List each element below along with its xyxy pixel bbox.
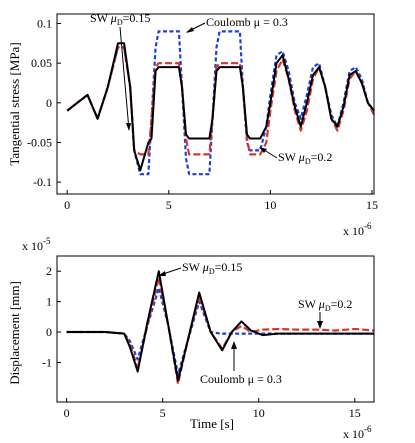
- series-line-3: [66, 270, 374, 382]
- x-tick-label: 15: [366, 198, 378, 212]
- x-ticks: 0 5 10 15: [64, 190, 378, 212]
- y-tick-label: 0: [46, 96, 52, 110]
- svg-text:SW μD=0.2: SW μD=0.2: [278, 150, 332, 166]
- x-tick-label: 0: [64, 198, 70, 212]
- plot-frame: [56, 255, 375, 403]
- x-multiplier-exp: -6: [364, 221, 372, 231]
- svg-text:Coulomb μ = 0.3: Coulomb μ = 0.3: [206, 15, 288, 29]
- x-tick-label: 10: [253, 406, 265, 420]
- x-multiplier: x 10-6: [343, 221, 372, 238]
- y-tick-label: 1: [46, 295, 52, 309]
- x-axis-label: Time [s]: [190, 416, 234, 431]
- svg-text:Coulomb μ = 0.3: Coulomb μ = 0.3: [200, 372, 282, 386]
- x-tick-label: 10: [264, 198, 276, 212]
- annotation-sw-02: SW μD=0.2: [259, 147, 332, 166]
- x-tick-label: 0: [64, 406, 70, 420]
- x-ticks: 0 5 10 15: [64, 398, 361, 420]
- svg-text:SW μD=0.2: SW μD=0.2: [298, 297, 352, 313]
- annotation-arrowhead: [158, 271, 166, 276]
- annotation-coulomb: Coulomb μ = 0.3: [186, 15, 288, 33]
- annotation-sw-015: SW μD=0.15: [90, 11, 150, 131]
- series-lines: [66, 270, 375, 385]
- annotation-sw-015: SW μD=0.15: [158, 260, 242, 276]
- annotation-arrowhead: [317, 321, 323, 329]
- y-axis-label: Displacement [mm]: [7, 281, 22, 385]
- svg-text:SW μD=0.15: SW μD=0.15: [90, 11, 150, 27]
- x-multiplier-exp: -6: [364, 424, 372, 434]
- y-tick-label: 0: [46, 325, 52, 339]
- x-tick-label: 5: [160, 406, 166, 420]
- y-ticks: 0.1 0.05 0 -0.05 -0.1: [27, 17, 61, 189]
- y-tick-label: -0.1: [33, 175, 52, 189]
- plot-frame: [56, 13, 375, 195]
- series-lines: [66, 30, 375, 176]
- chart-displacement: 210-1 0 5 10 15 Displacement [mm] Time [s] …: [7, 236, 375, 441]
- annotation-arrowhead: [259, 147, 267, 153]
- series-line-1: [66, 286, 374, 376]
- x-tick-label: 5: [166, 198, 172, 212]
- series-line-3: [66, 42, 375, 172]
- annotation-arrowhead: [186, 27, 194, 33]
- y-ticks: 2 1 0 -1: [42, 264, 61, 369]
- y-tick-label: -1: [42, 355, 52, 369]
- x-tick-label: 15: [349, 406, 361, 420]
- series-line-2: [66, 276, 375, 385]
- annotation-arrowhead: [126, 123, 131, 131]
- annotation-arrowhead: [231, 341, 237, 349]
- chart-tangential-stress: 0.1 0.05 0 -0.05 -0.1 0 5 10 15 Tangential stre…: [7, 11, 378, 238]
- y-tick-label: 0.1: [37, 17, 52, 31]
- y-tick-label: 2: [46, 264, 52, 278]
- y-multiplier-exp: -5: [43, 236, 51, 246]
- annotation-arrow: [119, 26, 130, 131]
- svg-text:SW μD=0.15: SW μD=0.15: [182, 260, 242, 276]
- y-axis-label: Tangential stress [MPa]: [7, 42, 22, 165]
- y-tick-label: 0.05: [31, 56, 52, 70]
- annotation-coulomb: Coulomb μ = 0.3: [200, 341, 282, 386]
- y-multiplier: x 10-5: [22, 236, 51, 253]
- y-tick-label: -0.05: [27, 135, 52, 149]
- annotation-sw-02: SW μD=0.2: [298, 297, 352, 329]
- x-multiplier: x 10-6: [343, 424, 372, 441]
